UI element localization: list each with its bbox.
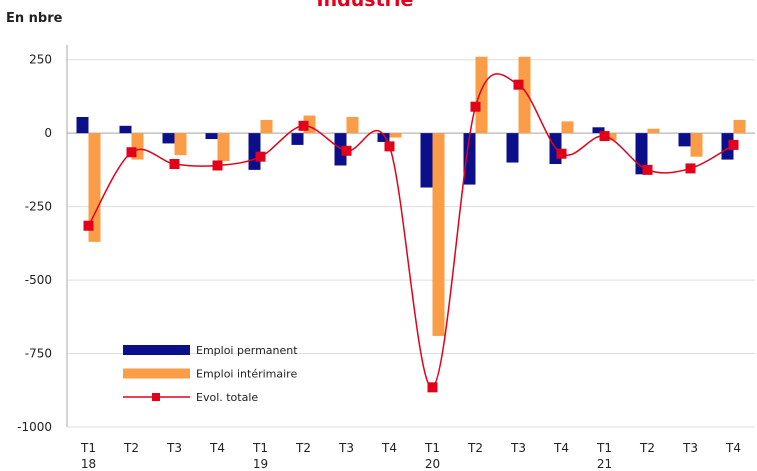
- bar: [217, 133, 230, 162]
- x-tick-label: T2: [123, 441, 139, 455]
- x-tick-label: T1: [252, 441, 268, 455]
- x-tick-label: T3: [338, 441, 354, 455]
- bar: [733, 119, 746, 134]
- line-marker: [255, 151, 266, 162]
- bar: [690, 133, 703, 157]
- bar: [76, 116, 89, 134]
- x-tick-label: T4: [381, 441, 397, 455]
- x-tick-label: T1: [596, 441, 612, 455]
- bar: [604, 133, 617, 141]
- line-marker: [341, 145, 352, 156]
- line-marker: [384, 141, 395, 152]
- chart-title: Industrie: [317, 0, 414, 11]
- x-tick-label: T4: [725, 441, 741, 455]
- bar: [162, 133, 175, 144]
- bar: [647, 128, 660, 134]
- line-marker: [83, 220, 94, 231]
- x-tick-label: T3: [510, 441, 526, 455]
- x-tick-label: T1: [80, 441, 96, 455]
- x-tick-label: T4: [209, 441, 225, 455]
- bar: [260, 119, 273, 134]
- bar: [248, 133, 261, 170]
- bar: [475, 56, 488, 134]
- line-marker: [685, 163, 696, 174]
- x-tick-label: T2: [467, 441, 483, 455]
- y-tick-label: -250: [25, 200, 52, 214]
- line-marker: [126, 147, 137, 158]
- x-tick-label: T2: [295, 441, 311, 455]
- legend-swatch: [123, 368, 190, 379]
- x-tick-label: T3: [682, 441, 698, 455]
- x-group-label: 21: [597, 457, 612, 471]
- bar: [518, 56, 531, 134]
- bar: [432, 133, 445, 336]
- y-tick-label: 0: [44, 126, 52, 140]
- bar: [377, 133, 390, 142]
- x-tick-label: T3: [166, 441, 182, 455]
- bar: [463, 133, 476, 185]
- x-tick-label: T2: [639, 441, 655, 455]
- bar: [592, 127, 605, 134]
- y-tick-label: -750: [25, 347, 52, 361]
- bar: [174, 133, 187, 156]
- legend-swatch: [123, 345, 190, 355]
- y-axis-label: En nbre: [6, 11, 63, 26]
- bar: [721, 133, 734, 160]
- line-marker: [728, 139, 739, 150]
- line-marker: [470, 101, 481, 112]
- x-tick-label: T4: [553, 441, 569, 455]
- line-marker: [298, 120, 309, 131]
- bar: [561, 121, 574, 134]
- line-marker: [169, 159, 180, 170]
- line-marker: [212, 160, 223, 171]
- line-marker: [556, 148, 567, 159]
- x-group-label: 20: [425, 457, 440, 471]
- bar: [88, 133, 101, 242]
- y-tick-label: -1000: [17, 420, 52, 434]
- legend-swatch: [152, 393, 160, 401]
- x-group-label: 19: [253, 457, 268, 471]
- bar: [678, 133, 691, 147]
- legend-label: Emploi intérimaire: [196, 368, 297, 381]
- bar: [420, 133, 433, 188]
- x-tick-label: T1: [424, 441, 440, 455]
- bar: [506, 133, 519, 163]
- legend-label: Emploi permanent: [196, 344, 298, 357]
- line-marker: [427, 382, 438, 393]
- bar: [119, 125, 132, 134]
- bar: [334, 133, 347, 166]
- line-marker: [599, 131, 610, 142]
- bar: [346, 116, 359, 134]
- legend-label: Evol. totale: [196, 391, 258, 404]
- bar: [291, 133, 304, 145]
- line-marker: [513, 79, 524, 90]
- y-tick-label: 250: [29, 53, 52, 67]
- line-marker: [642, 164, 653, 175]
- bar: [389, 133, 402, 138]
- x-group-label: 18: [81, 457, 96, 471]
- bar: [205, 133, 218, 140]
- y-tick-label: -500: [25, 273, 52, 287]
